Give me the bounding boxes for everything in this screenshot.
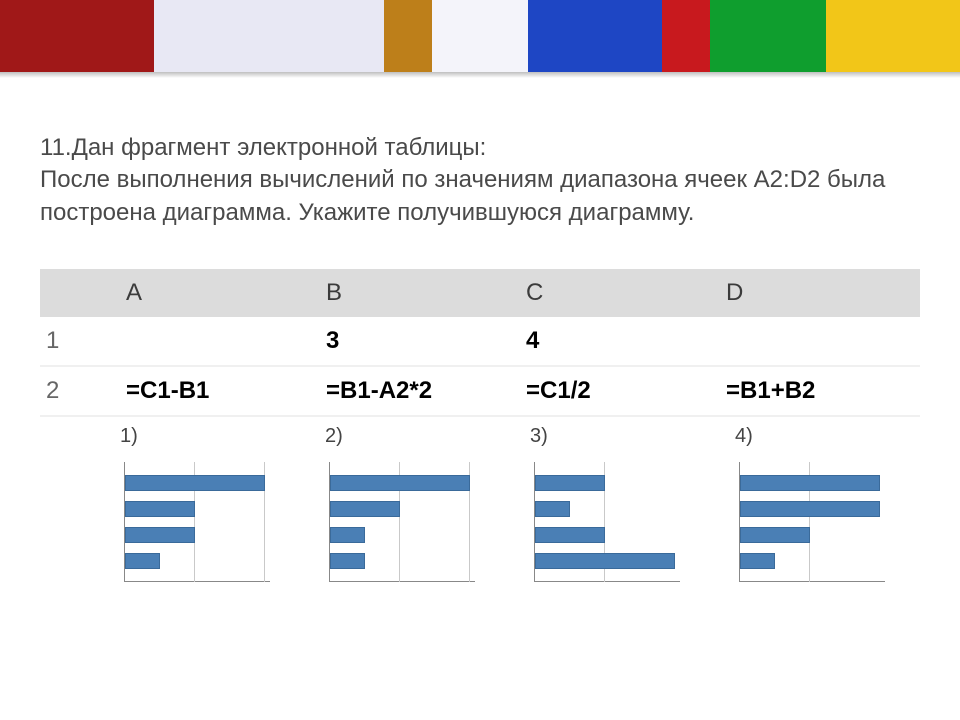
bar <box>535 501 570 517</box>
bar <box>740 501 880 517</box>
banner-stripe <box>528 0 662 72</box>
bar-chart <box>510 462 680 592</box>
banner-stripe <box>432 0 528 72</box>
cell-D2: =B1+B2 <box>720 366 920 416</box>
bar <box>330 527 365 543</box>
cell-D1 <box>720 317 920 366</box>
spreadsheet-table: A B C D 1 3 4 2 =C1-B1 =B1-A2*2 =C1/2 =B… <box>40 269 920 417</box>
banner-stripe <box>0 0 154 72</box>
option-label: 2) <box>305 425 480 448</box>
banner-stripe <box>710 0 825 72</box>
bar-chart <box>305 462 475 592</box>
hdr-B: B <box>320 269 520 317</box>
chart-option: 2) <box>305 425 480 592</box>
banner-stripe <box>154 0 384 72</box>
chart-option: 3) <box>510 425 685 592</box>
hdr-D: D <box>720 269 920 317</box>
chart-option: 1) <box>100 425 275 592</box>
cell-C2: =C1/2 <box>520 366 720 416</box>
hdr-blank <box>40 269 120 317</box>
hdr-A: A <box>120 269 320 317</box>
table-row: 2 =C1-B1 =B1-A2*2 =C1/2 =B1+B2 <box>40 366 920 416</box>
bar <box>330 475 470 491</box>
chart-options: 1) 2) 3) 4) <box>40 425 920 592</box>
bar-chart <box>715 462 885 592</box>
bar <box>740 553 775 569</box>
banner-stripe <box>662 0 710 72</box>
bar <box>125 475 265 491</box>
x-axis <box>534 581 680 582</box>
option-label: 3) <box>510 425 685 448</box>
cell-B1: 3 <box>320 317 520 366</box>
row2-label: 2 <box>40 366 120 416</box>
table-row: 1 3 4 <box>40 317 920 366</box>
bar <box>125 553 160 569</box>
cell-C1: 4 <box>520 317 720 366</box>
bar <box>740 475 880 491</box>
cell-A2: =C1-B1 <box>120 366 320 416</box>
option-label: 1) <box>100 425 275 448</box>
x-axis <box>329 581 475 582</box>
bar <box>535 553 675 569</box>
hdr-C: C <box>520 269 720 317</box>
question-text: 11.Дан фрагмент электронной таблицы: Пос… <box>40 132 920 229</box>
bar <box>330 501 400 517</box>
content: 11.Дан фрагмент электронной таблицы: Пос… <box>0 72 960 592</box>
cell-B2: =B1-A2*2 <box>320 366 520 416</box>
bar <box>535 475 605 491</box>
banner-stripe <box>826 0 960 72</box>
banner-stripe <box>384 0 432 72</box>
option-label: 4) <box>715 425 890 448</box>
x-axis <box>739 581 885 582</box>
table-header-row: A B C D <box>40 269 920 317</box>
bar <box>535 527 605 543</box>
top-banner <box>0 0 960 72</box>
bar-chart <box>100 462 270 592</box>
banner-shadow <box>0 72 960 78</box>
cell-A1 <box>120 317 320 366</box>
row1-label: 1 <box>40 317 120 366</box>
bar <box>125 527 195 543</box>
question-line2: После выполнения вычислений по значениям… <box>40 166 885 225</box>
chart-option: 4) <box>715 425 890 592</box>
question-line1: 11.Дан фрагмент электронной таблицы: <box>40 134 486 161</box>
bar <box>330 553 365 569</box>
bar <box>125 501 195 517</box>
bar <box>740 527 810 543</box>
x-axis <box>124 581 270 582</box>
